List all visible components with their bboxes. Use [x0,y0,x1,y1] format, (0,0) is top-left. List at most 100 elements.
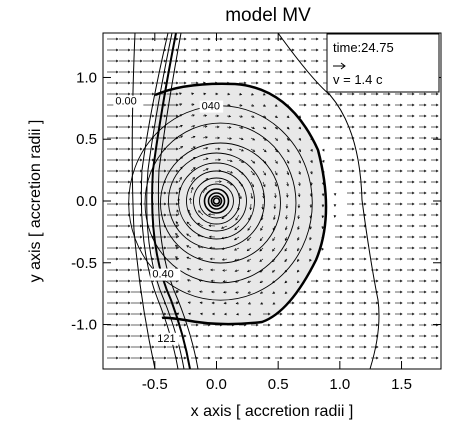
velocity-arrowhead [351,323,355,327]
velocity-arrowhead [327,312,331,316]
velocity-arrowhead [309,258,312,262]
velocity-arrowhead [175,213,179,217]
velocity-arrowhead [115,70,119,74]
velocity-arrowhead [127,48,131,52]
velocity-arrowhead [423,268,427,272]
velocity-arrowhead [127,125,131,129]
velocity-arrowhead [192,135,196,139]
velocity-arrowhead [339,246,343,250]
velocity-arrow [175,256,180,260]
velocity-arrowhead [399,158,403,162]
velocity-arrowhead [423,169,427,173]
velocity-arrowhead [315,356,319,360]
velocity-arrowhead [411,147,415,151]
velocity-arrowhead [115,48,119,52]
velocity-arrowhead [399,279,403,283]
velocity-arrowhead [115,257,119,261]
velocity-arrowhead [239,196,242,200]
velocity-arrowhead [163,213,167,217]
velocity-arrowhead [267,70,271,74]
velocity-arrowhead [247,302,251,305]
velocity-arrowhead [115,268,119,272]
velocity-arrowhead [411,290,415,294]
velocity-arrowhead [363,323,367,327]
velocity-arrow [247,258,252,262]
velocity-arrowhead [215,92,219,96]
velocity-arrow [186,256,192,260]
velocity-arrowhead [327,323,331,327]
velocity-arrowhead [411,114,415,118]
velocity-arrowhead [351,191,355,195]
y-tick-label: -0.5 [71,255,97,272]
velocity-arrowhead [231,70,235,74]
velocity-arrowhead [221,216,225,220]
velocity-arrowhead [139,114,143,118]
velocity-arrowhead [205,146,209,150]
velocity-arrowhead [176,209,179,213]
velocity-arrowhead [435,224,439,228]
velocity-arrowhead [236,312,239,316]
velocity-arrowhead [375,125,379,129]
velocity-arrow [198,246,204,249]
velocity-arrowhead [363,114,367,118]
velocity-arrowhead [243,59,247,63]
velocity-arrow [226,181,233,186]
velocity-arrowhead [240,137,244,141]
velocity-arrowhead [387,103,391,107]
velocity-arrowhead [375,180,379,184]
velocity-arrowhead [127,147,131,151]
velocity-arrowhead [387,290,391,294]
velocity-arrow [186,245,192,249]
velocity-arrowhead [435,103,439,107]
contour-label-bg [150,268,181,281]
velocity-arrowhead [327,279,331,283]
velocity-arrowhead [375,147,379,151]
velocity-arrowhead [255,48,259,52]
contour-labels: 0.00 040 0.40 121 [113,95,224,345]
velocity-arrowhead [399,169,403,173]
velocity-arrow [197,234,204,238]
velocity-arrowhead [399,191,403,195]
velocity-arrowhead [127,81,131,85]
contour-ring [193,177,240,225]
velocity-arrowhead [247,280,250,283]
velocity-arrowhead [175,125,179,129]
shock-line-1 [140,33,179,369]
velocity-arrowhead [179,176,182,180]
velocity-arrowhead [363,92,367,96]
velocity-arrowhead [435,290,439,294]
velocity-arrowhead [239,104,243,107]
velocity-arrowhead [204,114,208,118]
velocity-arrowhead [315,125,319,129]
velocity-arrowhead [321,247,324,251]
velocity-arrowhead [375,213,379,217]
velocity-arrowhead [115,312,119,316]
velocity-arrowhead [127,356,131,360]
velocity-arrowhead [423,213,427,217]
velocity-arrowhead [139,125,143,129]
velocity-arrowhead [219,345,223,349]
velocity-arrowhead [339,301,343,305]
velocity-arrowhead [423,345,427,349]
velocity-arrowhead [327,356,331,360]
x-tick-label: 0.0 [206,376,227,393]
velocity-arrowhead [286,149,290,153]
velocity-arrowhead [411,257,415,261]
velocity-arrow [202,125,207,128]
velocity-arrowhead [255,345,259,349]
velocity-arrowhead [211,312,215,316]
velocity-arrowhead [315,37,319,41]
velocity-arrowhead [179,92,182,96]
velocity-arrowhead [231,37,235,41]
velocity-arrowhead [399,213,403,217]
velocity-arrowhead [163,345,167,349]
velocity-arrowhead [219,180,222,183]
velocity-arrow [259,236,264,241]
velocity-arrowhead [210,268,213,272]
velocity-arrowhead [327,290,331,294]
velocity-arrow [226,159,233,162]
velocity-arrowhead [163,37,167,41]
velocity-arrowhead [217,136,221,140]
velocity-arrowhead [221,258,225,261]
velocity-arrowhead [127,246,131,250]
